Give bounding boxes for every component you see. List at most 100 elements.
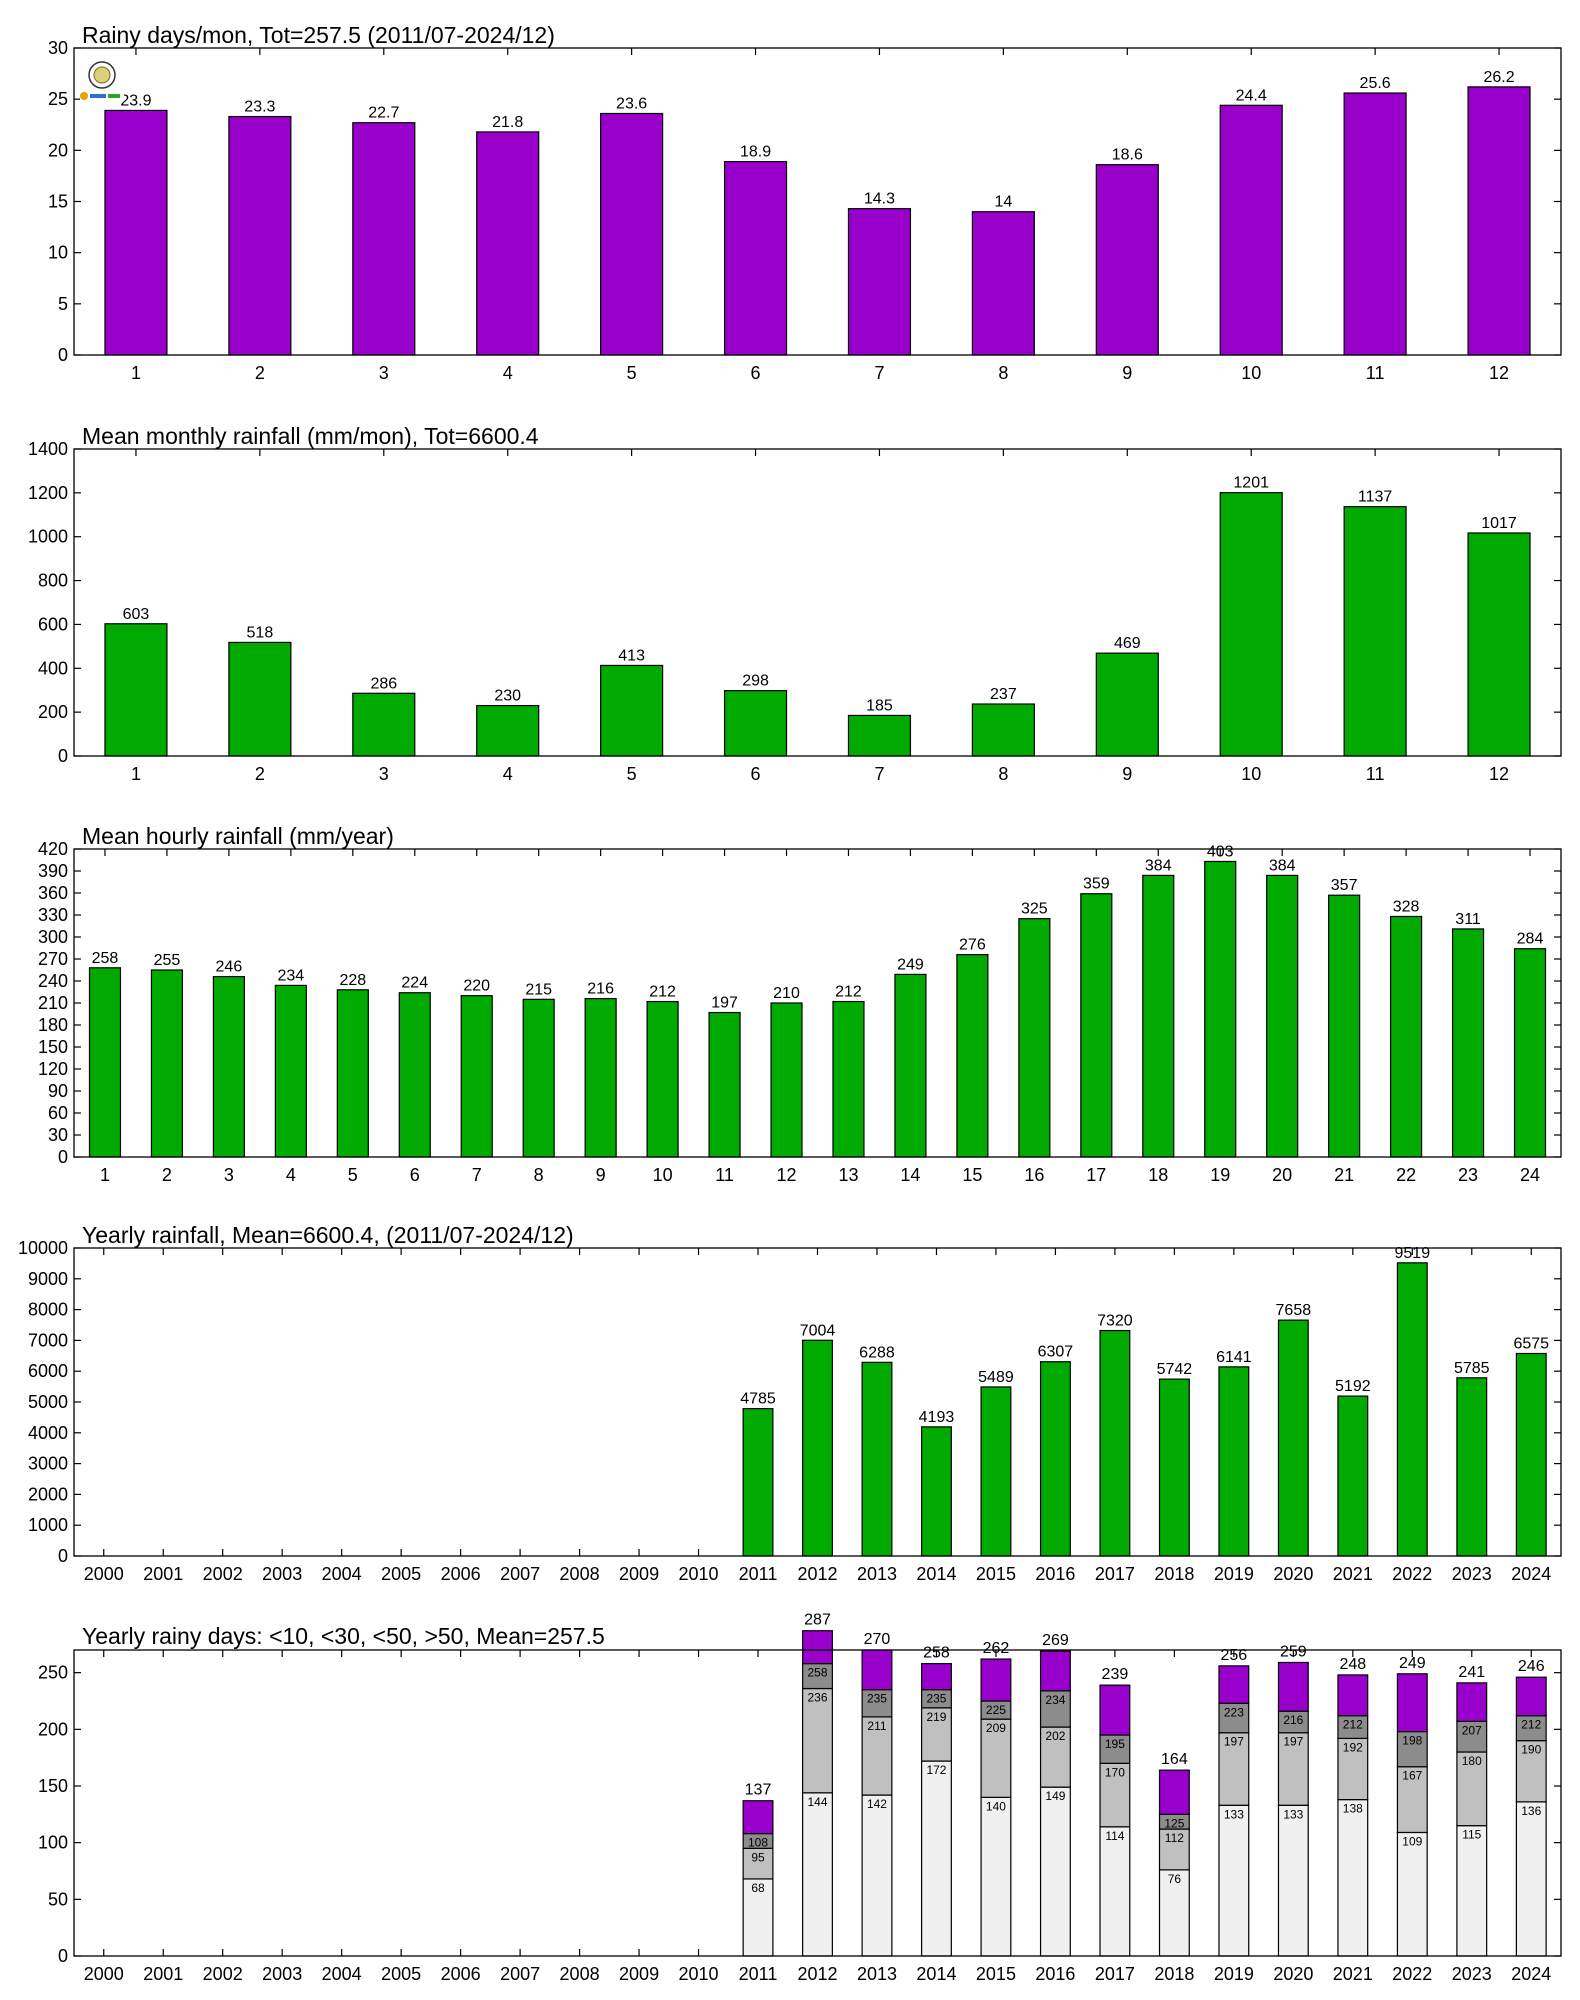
stacked-segment-lt30 (980, 1718, 1012, 1798)
bar-value-label: 5192 (1335, 1378, 1371, 1395)
bar (460, 995, 493, 1158)
x-tick-label: 8 (534, 1165, 544, 1185)
chart-title: Rainy days/mon, Tot=257.5 (2011/07-2024/… (82, 22, 555, 48)
y-tick-label: 50 (48, 1889, 68, 1909)
bar (1080, 893, 1113, 1158)
segment-value-label: 125 (1164, 1816, 1184, 1830)
x-tick-label: 2 (255, 363, 265, 383)
bar (1277, 1319, 1309, 1557)
segment-value-label: 223 (1224, 1705, 1244, 1719)
x-tick-label: 12 (1489, 363, 1509, 383)
stacked-segment-lt30 (1456, 1751, 1488, 1827)
x-tick-label: 2008 (560, 1564, 600, 1584)
bar (228, 641, 292, 757)
bar (1467, 532, 1531, 757)
x-tick-label: 1 (131, 764, 141, 784)
bar (1095, 164, 1159, 356)
x-tick-label: 14 (900, 1165, 920, 1185)
bar-value-label: 23.3 (244, 99, 275, 116)
bar-value-label: 603 (123, 606, 150, 623)
stacked-segment-total (920, 1662, 952, 1691)
x-tick-label: 24 (1520, 1165, 1540, 1185)
x-tick-label: 16 (1024, 1165, 1044, 1185)
stacked-segment-lt10 (920, 1760, 952, 1957)
bar-value-label: 210 (773, 985, 800, 1002)
x-tick-label: 2008 (560, 1964, 600, 1984)
bar-value-label: 311 (1455, 911, 1481, 928)
bar-value-label: 224 (401, 975, 428, 992)
bar (1343, 506, 1407, 757)
logo-mark-icon (80, 92, 88, 100)
segment-value-label: 180 (1462, 1754, 1482, 1768)
bar-value-label: 284 (1517, 931, 1544, 948)
bar-value-label: 4193 (919, 1409, 955, 1426)
y-tick-label: 0 (58, 746, 68, 766)
bar-value-label: 197 (711, 995, 738, 1012)
bar-total-label: 259 (1280, 1643, 1307, 1660)
bar-value-label: 1017 (1481, 515, 1517, 532)
yearly-rainfall-chart: Yearly rainfall, Mean=6600.4, (2011/07-2… (18, 1222, 1562, 1584)
segment-value-label: 115 (1462, 1828, 1481, 1842)
bar (1513, 948, 1547, 1158)
y-tick-label: 30 (48, 1125, 68, 1145)
y-tick-label: 5000 (28, 1392, 68, 1412)
segment-value-label: 225 (986, 1703, 1006, 1717)
segment-value-label: 234 (1045, 1693, 1065, 1707)
segment-value-label: 216 (1283, 1713, 1303, 1727)
stacked-segment-total (1039, 1650, 1071, 1692)
stacked-segment-lt50 (861, 1689, 893, 1718)
bar-total-label: 246 (1518, 1658, 1545, 1675)
y-tick-label: 10 (48, 243, 68, 263)
segment-value-label: 114 (1105, 1829, 1124, 1843)
chart-title: Mean monthly rainfall (mm/mon), Tot=6600… (82, 423, 539, 449)
segment-value-label: 76 (1168, 1872, 1182, 1886)
stacked-segment-total (742, 1800, 774, 1835)
yearly-rainy-days-chart: Yearly rainy days: <10, <30, <50, >50, M… (38, 1612, 1562, 1984)
y-tick-label: 0 (58, 1946, 68, 1966)
segment-value-label: 209 (986, 1721, 1006, 1735)
x-tick-label: 2017 (1095, 1564, 1135, 1584)
segment-value-label: 235 (926, 1692, 946, 1706)
x-tick-label: 8 (998, 363, 1008, 383)
segment-value-label: 170 (1105, 1765, 1125, 1779)
x-tick-label: 2002 (203, 1564, 243, 1584)
bar (708, 1011, 741, 1158)
x-tick-label: 4 (503, 764, 513, 784)
x-tick-label: 7 (874, 363, 884, 383)
x-tick-label: 2 (255, 764, 265, 784)
stacked-segment-total (1337, 1674, 1369, 1717)
y-tick-label: 6000 (28, 1361, 68, 1381)
bar-total-label: 249 (1399, 1655, 1426, 1672)
stacked-segment-lt10 (1515, 1801, 1547, 1957)
bar-value-label: 7004 (800, 1322, 836, 1339)
x-tick-label: 2023 (1452, 1564, 1492, 1584)
x-tick-label: 2010 (679, 1564, 719, 1584)
x-tick-label: 1 (100, 1165, 110, 1185)
x-tick-label: 2011 (739, 1964, 778, 1984)
x-tick-label: 2022 (1392, 1564, 1432, 1584)
x-tick-label: 2005 (381, 1964, 421, 1984)
bar-value-label: 26.2 (1483, 69, 1514, 86)
bar-total-label: 256 (1221, 1647, 1248, 1664)
bar (336, 989, 369, 1158)
bar (1099, 1329, 1131, 1557)
x-tick-label: 2005 (381, 1564, 421, 1584)
bar (1039, 1361, 1071, 1557)
bar-value-label: 298 (742, 673, 769, 690)
y-tick-label: 4000 (28, 1423, 68, 1443)
y-tick-label: 200 (38, 702, 68, 722)
bar (104, 109, 168, 356)
bar (861, 1361, 893, 1557)
x-tick-label: 2 (162, 1165, 172, 1185)
bar (212, 975, 245, 1158)
bar-value-label: 1201 (1233, 475, 1269, 492)
bar (1219, 104, 1283, 356)
bar-value-label: 5489 (978, 1369, 1014, 1386)
segment-value-label: 195 (1105, 1737, 1125, 1751)
bar (847, 208, 912, 356)
bar (802, 1339, 833, 1557)
bar-total-label: 241 (1458, 1664, 1485, 1681)
stacked-segment-lt10 (1218, 1804, 1250, 1957)
y-tick-label: 1200 (28, 483, 68, 503)
x-tick-label: 2001 (143, 1964, 183, 1984)
